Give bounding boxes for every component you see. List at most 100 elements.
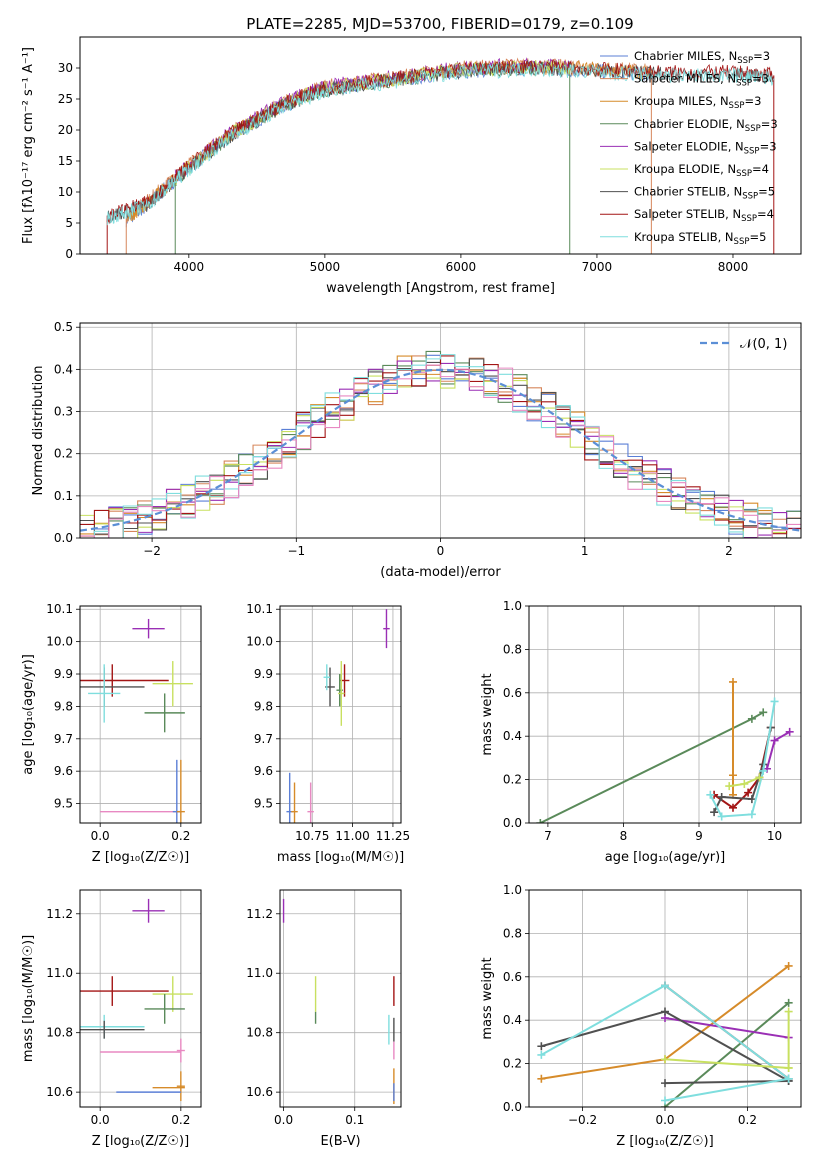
y-tick-label: 0.3	[54, 405, 73, 419]
legend-label: 𝒩(0, 1)	[740, 337, 787, 352]
y-tick-label: 0.1	[54, 489, 73, 503]
series-marker	[729, 771, 737, 780]
series-marker	[759, 708, 768, 717]
y-tick-label: 10.8	[246, 1026, 273, 1040]
y-tick-label: 0.4	[503, 1013, 522, 1027]
series-marker	[537, 1074, 546, 1083]
panel-mass_vs_EBV: 0.0 0.1 10.6 10.8 11.0 11.2 E(B-V)	[246, 889, 402, 1149]
y-tick-label: 9.8	[254, 699, 273, 713]
plot-area-residuals	[80, 350, 801, 538]
plot-area-age_vs_mass	[286, 609, 390, 823]
x-tick-label: −2	[143, 544, 161, 558]
x-tick-label: 0.0	[655, 1113, 674, 1127]
y-tick-label: 9.9	[254, 667, 273, 681]
plot-area-massweight_vs_age	[536, 677, 794, 823]
x-tick-label: 8000	[718, 260, 749, 274]
y-tick-label: 10.0	[246, 635, 273, 649]
y-tick-label: 11.0	[246, 966, 273, 980]
x-tick-label: 0.2	[738, 1113, 757, 1127]
series-marker	[710, 808, 719, 817]
x-tick-label: 6000	[446, 260, 477, 274]
y-tick-label: 9.8	[54, 699, 73, 713]
series-marker	[747, 795, 756, 804]
y-tick-label: 0.0	[503, 816, 522, 830]
panel-age_vs_mass: 10.75 11.00 11.25 9.5 9.6 9.7 9.8 9.9 10.0 10.1 ma…	[246, 602, 410, 865]
panel-residuals: −2 −1 0 1 2 0.0 0.1 0.2 0.3 0.4 0.5 (data-model)/er…	[31, 320, 802, 580]
series-marker	[740, 779, 749, 788]
legend-label: Chabrier ELODIE, NSSP=3	[634, 117, 778, 134]
figure-title: PLATE=2285, MJD=53700, FIBERID=0179, z=0…	[246, 15, 633, 33]
errorbar-point	[176, 1038, 185, 1063]
y-tick-label: 11.2	[246, 907, 273, 921]
y-tick-label: 30	[58, 61, 73, 75]
errorbar-point	[307, 782, 314, 823]
panel-massweight_vs_Z: −0.2 0.0 0.2 0.0 0.2 0.4 0.6 0.8 1.0 Z [log₁₀(Z/Z…	[480, 883, 802, 1149]
y-tick-label: 11.2	[46, 907, 73, 921]
spectrum-line	[125, 60, 652, 228]
series-marker	[784, 1007, 793, 1016]
series-marker	[755, 773, 764, 782]
x-tick-label: −1	[287, 544, 305, 558]
x-tick-label: 10.75	[295, 829, 329, 843]
errorbar-point	[176, 1071, 185, 1102]
y-tick-label: 0.2	[54, 447, 73, 461]
errorbar-point	[152, 976, 193, 1012]
x-axis-label: Z [log₁₀(Z/Z☉)]	[92, 1134, 189, 1149]
x-tick-label: 5000	[310, 260, 341, 274]
series-marker	[717, 792, 726, 801]
histogram-step	[80, 370, 801, 538]
series-marker	[747, 810, 756, 819]
x-tick-label: 11.00	[335, 829, 369, 843]
legend-label: Salpeter MILES, NSSP=3	[634, 72, 769, 89]
series-marker	[784, 1074, 793, 1083]
spectrum-line	[174, 57, 571, 180]
x-tick-label: 0.2	[171, 829, 190, 843]
x-tick-label: 0	[437, 544, 445, 558]
y-tick-label: 9.6	[54, 764, 73, 778]
y-tick-label: 0.4	[503, 729, 522, 743]
y-tick-label: 9.9	[54, 667, 73, 681]
x-axis-label: E(B-V)	[320, 1134, 360, 1149]
axes-frame	[79, 322, 802, 539]
x-axis-label: mass [log₁₀(M/M☉)]	[277, 850, 404, 865]
y-tick-label: 9.7	[54, 732, 73, 746]
series-line	[664, 1077, 789, 1102]
y-tick-label: 9.5	[54, 797, 73, 811]
histogram-step	[80, 355, 801, 538]
x-tick-label: 0.1	[345, 1113, 364, 1127]
y-tick-label: 10.1	[46, 602, 73, 616]
plot-area-mass_vs_Z	[80, 898, 193, 1102]
axes-frame	[279, 605, 402, 824]
panel-massweight_vs_age: 7 8 9 10 0.0 0.2 0.4 0.6 0.8 1.0 age [log₁₀(age/yr…	[480, 599, 802, 865]
panel-spectrum: 4000 5000 6000 7000 8000 0 5 10 15 20 25 30 waveleng…	[21, 36, 802, 296]
y-tick-label: 9.5	[254, 797, 273, 811]
errorbar-point	[80, 1020, 145, 1039]
x-tick-label: 8	[620, 829, 628, 843]
series-line	[766, 730, 791, 770]
x-tick-label: 7	[544, 829, 552, 843]
plot-area-age_vs_Z	[80, 618, 193, 823]
series-marker	[770, 697, 779, 706]
axes-frame	[79, 36, 802, 255]
plot-area-spectrum	[106, 57, 775, 254]
errorbar-point	[144, 994, 185, 1024]
y-tick-label: 0.5	[54, 320, 73, 334]
y-axis-label: mass weight	[480, 673, 495, 755]
series-marker	[536, 819, 545, 823]
series-marker	[661, 1096, 669, 1105]
series-marker	[537, 1050, 546, 1059]
y-tick-label: 0.0	[503, 1100, 522, 1114]
y-axis-label: mass [log₁₀(M/M☉)]	[21, 935, 36, 1062]
x-axis-label: (data-model)/error	[380, 565, 501, 580]
y-axis-label: Normed distribution	[31, 366, 46, 496]
series-marker	[759, 766, 768, 775]
plot-area-massweight_vs_Z	[537, 961, 793, 1107]
y-tick-label: 0.8	[503, 926, 522, 940]
series-line	[664, 1017, 789, 1039]
y-tick-label: 0.2	[503, 773, 522, 787]
y-tick-label: 0.6	[503, 686, 522, 700]
panel-mass_vs_Z: 0.0 0.2 10.6 10.8 11.0 11.2 Z [log₁₀(Z/Z☉)] mas…	[21, 889, 202, 1149]
y-tick-label: 10.6	[246, 1085, 273, 1099]
x-tick-label: 9	[695, 829, 703, 843]
x-axis-label: Z [log₁₀(Z/Z☉)]	[616, 1134, 713, 1149]
